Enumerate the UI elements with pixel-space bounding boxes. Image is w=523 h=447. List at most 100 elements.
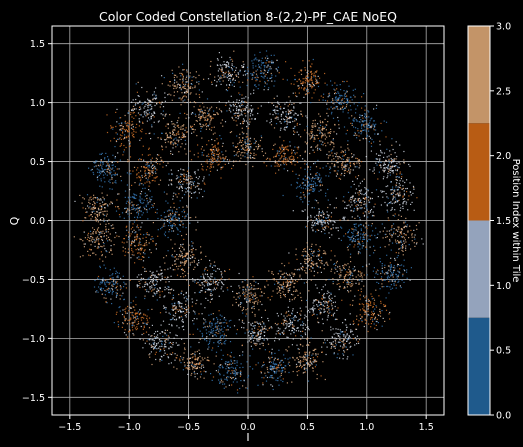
- scatter-point: [323, 268, 325, 270]
- scatter-point: [145, 104, 147, 106]
- scatter-point: [185, 179, 187, 181]
- scatter-point: [150, 162, 152, 164]
- scatter-point: [244, 298, 246, 300]
- scatter-point: [147, 218, 149, 220]
- scatter-point: [308, 81, 310, 83]
- scatter-point: [327, 157, 329, 159]
- scatter-point: [139, 207, 141, 209]
- scatter-point: [169, 81, 171, 83]
- scatter-point: [235, 108, 238, 110]
- scatter-point: [243, 120, 245, 123]
- scatter-point: [347, 159, 349, 161]
- scatter-point: [258, 145, 260, 147]
- scatter-point: [144, 243, 146, 245]
- scatter-point: [283, 332, 285, 334]
- scatter-point: [270, 54, 272, 56]
- scatter-point: [285, 113, 287, 115]
- scatter-point: [310, 166, 312, 168]
- scatter-point: [261, 303, 263, 306]
- scatter-point: [253, 342, 255, 344]
- scatter-point: [145, 172, 147, 174]
- scatter-point: [326, 84, 328, 86]
- scatter-point: [154, 284, 156, 286]
- scatter-point: [147, 284, 149, 286]
- scatter-point: [371, 192, 373, 194]
- scatter-point: [220, 83, 222, 85]
- scatter-point: [131, 204, 133, 206]
- scatter-point: [311, 79, 313, 81]
- scatter-point: [289, 273, 291, 275]
- scatter-point: [282, 319, 284, 321]
- scatter-point: [151, 124, 153, 126]
- scatter-point: [403, 162, 405, 164]
- scatter-point: [137, 252, 139, 254]
- scatter-point: [249, 156, 251, 158]
- scatter-point: [370, 142, 372, 144]
- scatter-point: [184, 263, 186, 265]
- scatter-point: [136, 177, 138, 179]
- scatter-point: [300, 324, 302, 326]
- scatter-point: [301, 210, 303, 212]
- scatter-point: [255, 80, 257, 82]
- scatter-point: [373, 124, 375, 126]
- scatter-point: [261, 325, 263, 328]
- scatter-point: [357, 243, 359, 245]
- scatter-point: [283, 278, 285, 280]
- scatter-point: [322, 296, 325, 298]
- scatter-point: [311, 129, 313, 131]
- scatter-point: [346, 204, 348, 207]
- scatter-point: [148, 208, 151, 210]
- scatter-point: [201, 313, 203, 315]
- scatter-point: [162, 106, 165, 108]
- scatter-point: [186, 253, 188, 255]
- scatter-point: [257, 328, 259, 330]
- scatter-point: [209, 325, 211, 327]
- scatter-point: [353, 230, 355, 232]
- scatter-point: [276, 116, 278, 118]
- scatter-point: [360, 199, 362, 201]
- scatter-point: [273, 104, 275, 106]
- scatter-point: [346, 157, 349, 159]
- scatter-point: [275, 123, 278, 125]
- scatter-point: [159, 274, 161, 276]
- scatter-point: [250, 288, 252, 290]
- scatter-point: [331, 314, 333, 316]
- scatter-point: [250, 338, 252, 340]
- scatter-point: [182, 226, 184, 228]
- scatter-point: [294, 117, 296, 120]
- scatter-point: [182, 136, 184, 139]
- scatter-point: [200, 251, 202, 253]
- scatter-point: [169, 136, 171, 138]
- scatter-point: [391, 138, 393, 140]
- scatter-point: [217, 153, 219, 156]
- scatter-point: [353, 270, 355, 272]
- scatter-point: [165, 113, 167, 115]
- scatter-point: [242, 289, 245, 291]
- scatter-point: [301, 269, 304, 271]
- scatter-point: [300, 73, 303, 75]
- scatter-point: [240, 113, 242, 115]
- scatter-point: [142, 286, 144, 288]
- scatter-point: [316, 134, 319, 137]
- scatter-point: [326, 211, 328, 213]
- scatter-point: [294, 315, 296, 317]
- scatter-point: [336, 260, 338, 262]
- scatter-point: [320, 311, 322, 314]
- scatter-point: [351, 280, 353, 282]
- scatter-point: [159, 179, 162, 181]
- scatter-point: [235, 105, 237, 108]
- scatter-point: [149, 132, 151, 134]
- scatter-point: [327, 226, 330, 228]
- scatter-point: [154, 294, 156, 296]
- scatter-point: [261, 342, 263, 344]
- scatter-point: [229, 341, 232, 343]
- scatter-point: [310, 265, 312, 267]
- scatter-point: [358, 161, 360, 163]
- scatter-point: [159, 312, 162, 314]
- scatter-point: [205, 117, 207, 119]
- scatter-point: [168, 209, 170, 211]
- scatter-point: [379, 140, 381, 142]
- scatter-point: [373, 167, 375, 169]
- scatter-point: [310, 219, 312, 221]
- scatter-point: [392, 159, 394, 161]
